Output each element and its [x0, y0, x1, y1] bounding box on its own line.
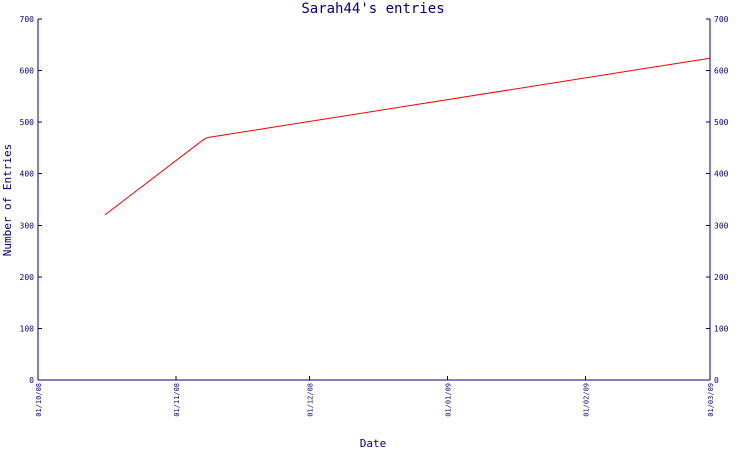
y-tick-label-right: 200 [714, 273, 729, 282]
x-tick-label: 01/12/08 [306, 383, 314, 417]
x-tick-label: 01/01/09 [444, 383, 452, 417]
chart-title: Sarah44's entries [301, 1, 444, 17]
y-tick-label-right: 600 [714, 67, 729, 76]
x-tick-label: 01/11/08 [173, 383, 181, 417]
y-axis-label: Number of Entries [1, 144, 14, 257]
x-tick-label: 01/10/08 [35, 383, 43, 417]
series-group [104, 57, 711, 216]
y-tick-label-left: 400 [20, 170, 35, 179]
y-tick-label-right: 0 [714, 376, 719, 385]
axes [37, 19, 711, 381]
y-tick-label-right: 500 [714, 118, 729, 127]
y-tick-label-left: 700 [20, 15, 35, 24]
y-tick-label-right: 400 [714, 170, 729, 179]
y-tick-label-left: 200 [20, 273, 35, 282]
y-ticks: 0 0 100 100 200 200 300 300 400 400 500 500 600 600 70… [20, 15, 729, 385]
series-line [104, 57, 711, 216]
x-ticks: 01/10/08 01/11/08 01/12/08 01/01/09 01/02/09… [35, 376, 715, 417]
y-tick-label-left: 100 [20, 324, 35, 333]
y-tick-label-left: 500 [20, 118, 35, 127]
y-tick-label-right: 700 [714, 15, 729, 24]
y-tick-label-left: 600 [20, 67, 35, 76]
x-axis-label: Date [360, 437, 387, 450]
y-tick-label-right: 100 [714, 324, 729, 333]
y-tick-label-right: 300 [714, 221, 729, 230]
y-tick-label-left: 0 [29, 376, 34, 385]
x-tick-label: 01/03/09 [707, 383, 715, 417]
y-tick-label-left: 300 [20, 221, 35, 230]
x-tick-label: 01/02/09 [582, 383, 590, 417]
